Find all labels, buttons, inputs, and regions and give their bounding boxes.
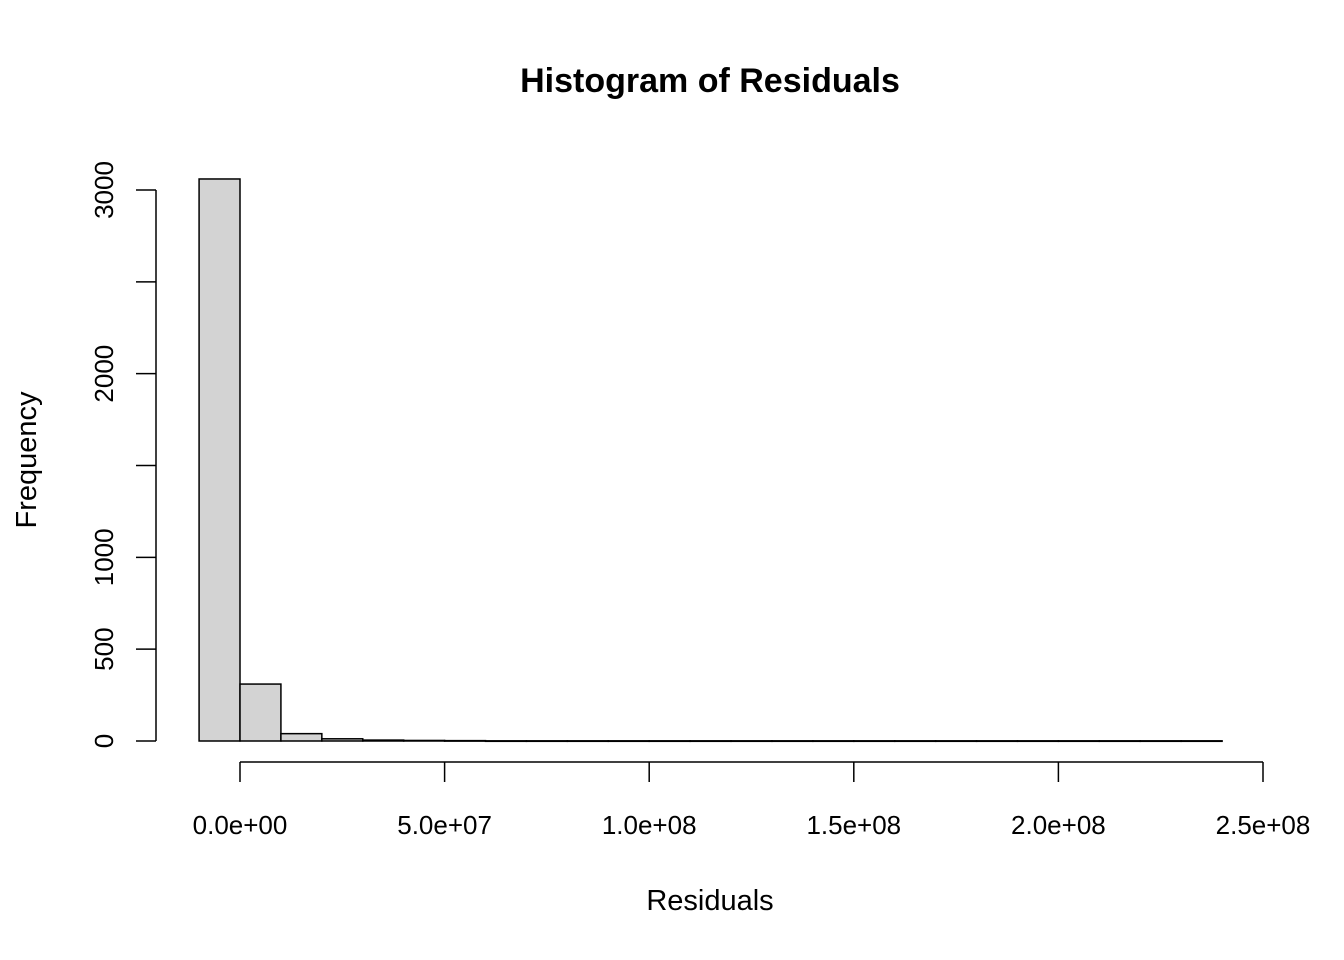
y-tick-label: 3000 bbox=[89, 161, 119, 219]
histogram-bar bbox=[566, 740, 610, 743]
y-axis-title: Frequency bbox=[11, 391, 43, 529]
y-tick-label: 500 bbox=[89, 627, 119, 670]
y-axis: 0 500 1000 2000 3000 bbox=[89, 161, 157, 748]
bars-group bbox=[198, 178, 1223, 743]
histogram-bar bbox=[443, 739, 487, 742]
histogram-bar bbox=[607, 740, 650, 743]
histogram-bar bbox=[1098, 740, 1141, 743]
x-tick-label: 0.0e+00 bbox=[193, 810, 288, 840]
histogram-bar bbox=[1057, 740, 1101, 743]
x-tick-label: 2.0e+08 bbox=[1011, 810, 1106, 840]
histogram-bar bbox=[730, 740, 773, 743]
histogram-bar bbox=[198, 178, 241, 742]
histogram-bar bbox=[771, 740, 814, 743]
x-tick-label: 5.0e+07 bbox=[397, 810, 492, 840]
x-axis-title: Residuals bbox=[646, 885, 773, 917]
x-tick-label: 1.0e+08 bbox=[602, 810, 697, 840]
histogram-bar bbox=[1139, 740, 1182, 743]
x-tick-label: 2.5e+08 bbox=[1216, 810, 1311, 840]
histogram-bar bbox=[853, 740, 896, 743]
y-tick-label: 2000 bbox=[89, 345, 119, 403]
y-tick-label: 0 bbox=[89, 734, 119, 748]
histogram-bar bbox=[239, 683, 282, 742]
histogram-bar bbox=[1180, 740, 1223, 743]
histogram-bar bbox=[934, 740, 978, 743]
histogram-bar bbox=[484, 740, 528, 743]
histogram-bar bbox=[1016, 740, 1060, 743]
chart-title: Histogram of Residuals bbox=[520, 62, 900, 100]
histogram-bar bbox=[321, 738, 364, 742]
histogram-bar bbox=[402, 739, 446, 742]
histogram-bar bbox=[975, 740, 1019, 743]
histogram-bar bbox=[812, 740, 855, 743]
histogram-bar bbox=[525, 740, 569, 743]
x-axis: 0.0e+00 5.0e+07 1.0e+08 1.5e+08 2.0e+08 2.5e+… bbox=[193, 761, 1311, 840]
y-tick-label: 1000 bbox=[89, 528, 119, 586]
histogram-bar bbox=[280, 732, 323, 742]
x-tick-label: 1.5e+08 bbox=[806, 810, 901, 840]
histogram-bar bbox=[648, 740, 691, 743]
histogram-bar bbox=[893, 740, 937, 743]
histogram-bar bbox=[689, 740, 732, 743]
histogram-bar bbox=[362, 739, 405, 742]
